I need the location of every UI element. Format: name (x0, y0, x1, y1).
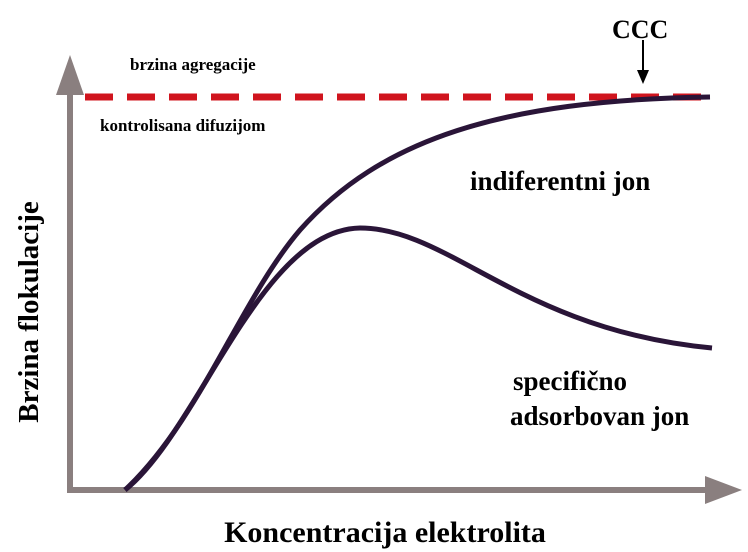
limit-label-bottom: kontrolisana difuzijom (100, 116, 265, 135)
x-axis-label: Koncentracija elektrolita (224, 516, 546, 549)
curve-label: indiferentni jon (470, 166, 650, 196)
specific-ion-curve (123, 225, 713, 492)
curve-label: adsorbovan jon (510, 401, 689, 431)
y-axis-arrow (56, 55, 84, 95)
ccc-arrowhead (637, 70, 649, 84)
limit-label-top: brzina agregacije (130, 55, 256, 74)
y-axis-label: Brzina flokulacije (13, 201, 45, 423)
curve-label: specifično (513, 366, 627, 396)
ccc-label: CCC (612, 15, 668, 44)
x-axis-arrow (705, 476, 742, 504)
